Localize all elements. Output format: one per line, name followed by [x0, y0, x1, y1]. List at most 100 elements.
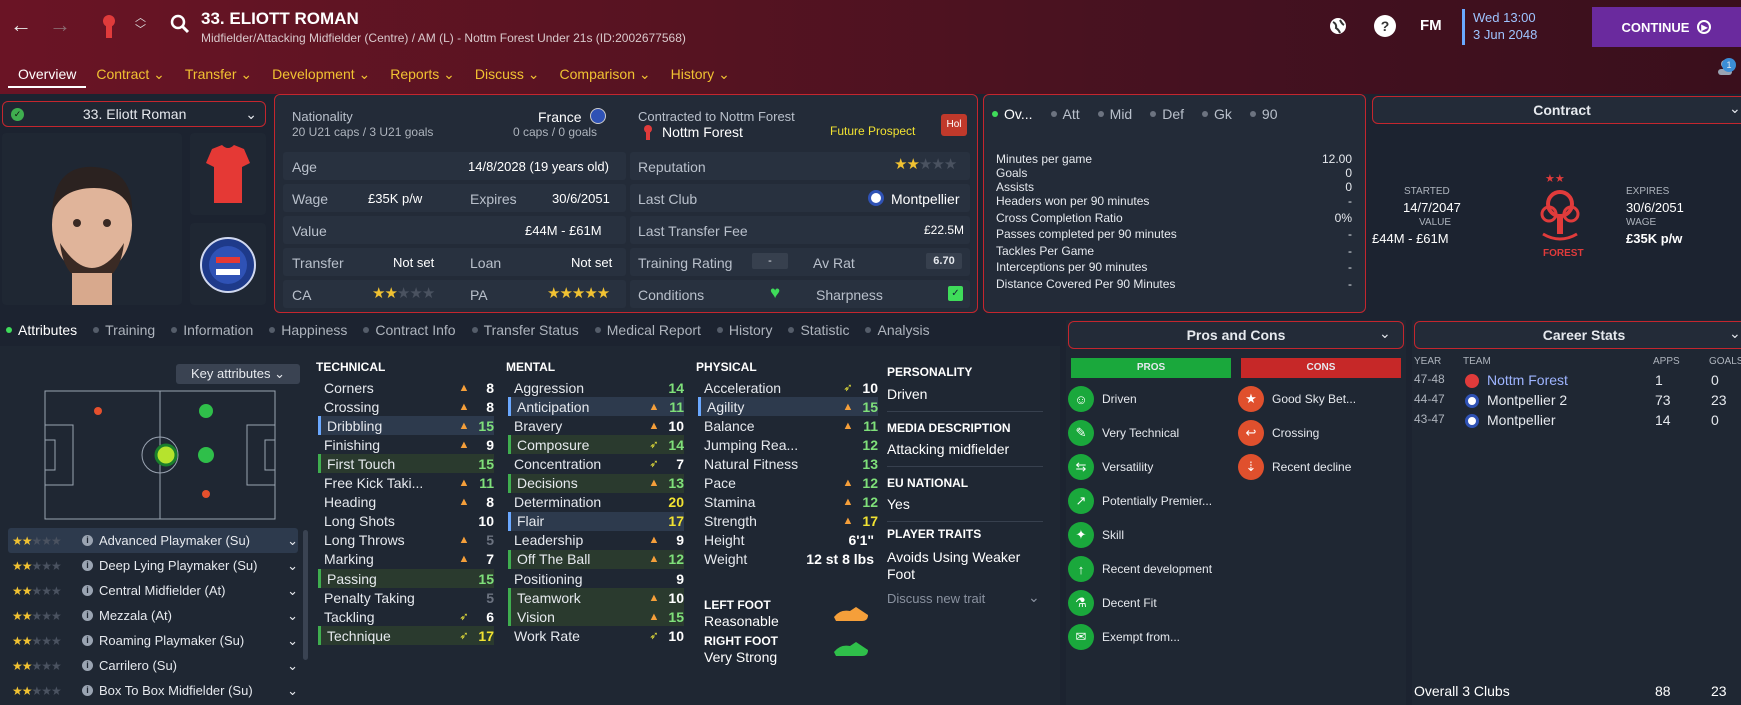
- info-icon[interactable]: i: [82, 585, 93, 596]
- attribute-row[interactable]: Finishing ▲ 9: [318, 435, 494, 454]
- pro-item[interactable]: ↗ Potentially Premier...: [1068, 484, 1228, 518]
- tab-1[interactable]: Contract ⌄: [96, 66, 165, 82]
- chevron-down-icon[interactable]: ⌄: [287, 657, 298, 673]
- attribute-row[interactable]: Dribbling ▲ 15: [318, 416, 494, 436]
- attribute-row[interactable]: Long Throws ▲ 5: [318, 531, 494, 550]
- forward-arrow-icon[interactable]: →: [49, 12, 71, 37]
- attribute-row[interactable]: Leadership ▲ 9: [508, 531, 684, 550]
- stats-tab-2[interactable]: Mid: [1097, 106, 1132, 122]
- attribute-row[interactable]: Flair 17: [508, 511, 684, 531]
- career-team[interactable]: Nottm Forest: [1487, 372, 1568, 388]
- info-icon[interactable]: i: [82, 635, 93, 646]
- position-pitch[interactable]: [44, 390, 276, 520]
- chevron-down-icon[interactable]: ⌄: [287, 682, 298, 698]
- proscons-header[interactable]: Pros and Cons: [1068, 321, 1404, 349]
- attribute-row[interactable]: Teamwork ▲ 10: [508, 588, 684, 608]
- attribute-row[interactable]: Agility ▲ 15: [698, 397, 878, 417]
- chevron-down-icon[interactable]: ⌄: [287, 532, 298, 548]
- pro-item[interactable]: ✦ Skill: [1068, 518, 1228, 552]
- contract-header[interactable]: Contract: [1372, 96, 1741, 124]
- attribute-row[interactable]: Heading ▲ 8: [318, 493, 494, 512]
- attribute-row[interactable]: Off The Ball ▲ 12: [508, 549, 684, 569]
- pro-item[interactable]: ✎ Very Technical: [1068, 416, 1228, 450]
- role-row[interactable]: ★★★★★ i Central Midfielder (At) ⌄: [8, 578, 298, 603]
- attribute-row[interactable]: Natural Fitness 13: [698, 454, 878, 473]
- tab-2[interactable]: Transfer ⌄: [184, 66, 253, 82]
- france-badge-icon[interactable]: [190, 223, 266, 305]
- search-icon[interactable]: [170, 14, 190, 37]
- pro-item[interactable]: ↑ Recent development: [1068, 552, 1228, 586]
- attribute-row[interactable]: Strength ▲ 17: [698, 512, 878, 531]
- pro-item[interactable]: ⇆ Versatility: [1068, 450, 1228, 484]
- role-row[interactable]: ★★★★★ i Advanced Playmaker (Su) ⌄: [8, 528, 298, 553]
- stats-tab-1[interactable]: Att: [1050, 106, 1080, 122]
- attribute-row[interactable]: Anticipation ▲ 11: [508, 397, 684, 417]
- subtab-2[interactable]: Information: [165, 322, 263, 338]
- tab-0[interactable]: Overview: [8, 66, 87, 88]
- chevron-down-icon[interactable]: ⌄: [287, 582, 298, 598]
- nationality-value[interactable]: France: [538, 109, 582, 125]
- attribute-row[interactable]: Composure ➶ 14: [508, 435, 684, 455]
- info-icon[interactable]: i: [82, 610, 93, 621]
- game-date[interactable]: Wed 13:00 3 Jun 2048: [1462, 9, 1537, 45]
- con-item[interactable]: ★ Good Sky Bet...: [1238, 382, 1398, 416]
- attribute-row[interactable]: Marking ▲ 7: [318, 550, 494, 569]
- chevron-down-icon[interactable]: ⌄: [1028, 589, 1040, 605]
- continue-button[interactable]: CONTINUE ▶: [1592, 7, 1741, 47]
- info-icon[interactable]: i: [82, 685, 93, 696]
- attribute-row[interactable]: Acceleration ➶ 10: [698, 378, 878, 397]
- attribute-row[interactable]: Vision ▲ 15: [508, 607, 684, 627]
- chevron-down-icon[interactable]: ⌄: [287, 557, 298, 573]
- holiday-badge[interactable]: Hol: [941, 114, 967, 136]
- attribute-row[interactable]: Decisions ▲ 13: [508, 473, 684, 493]
- role-row[interactable]: ★★★★★ i Box To Box Midfielder (Su) ⌄: [8, 678, 298, 703]
- attribute-row[interactable]: Stamina ▲ 12: [698, 493, 878, 512]
- pro-item[interactable]: ✉ Exempt from...: [1068, 620, 1228, 654]
- pro-item[interactable]: ⚗ Decent Fit: [1068, 586, 1228, 620]
- career-row[interactable]: 47-48 Nottm Forest 1 0: [1414, 372, 1741, 392]
- discuss-trait[interactable]: Discuss new trait: [887, 591, 986, 606]
- loan-value[interactable]: Not set: [571, 255, 613, 270]
- attribute-row[interactable]: Concentration ➶ 7: [508, 454, 684, 473]
- role-row[interactable]: ★★★★★ i Carrilero (Su) ⌄: [8, 653, 298, 678]
- trait-item[interactable]: Avoids Using Weaker Foot: [887, 549, 1021, 582]
- attribute-row[interactable]: Jumping Rea... 12: [698, 435, 878, 454]
- chevron-down-icon[interactable]: ⌄: [287, 607, 298, 623]
- attribute-row[interactable]: Weight 12 st 8 lbs: [698, 550, 878, 569]
- subtab-8[interactable]: Statistic: [782, 322, 859, 338]
- lastclub-value[interactable]: Montpellier: [891, 191, 960, 207]
- attribute-row[interactable]: Passing 15: [318, 569, 494, 588]
- attribute-row[interactable]: Free Kick Taki... ▲ 11: [318, 474, 494, 493]
- tab-6[interactable]: Comparison ⌄: [559, 66, 651, 82]
- chevron-down-icon[interactable]: ⌄: [287, 632, 298, 648]
- attribute-row[interactable]: Balance ▲ 11: [698, 416, 878, 435]
- subtab-0[interactable]: Attributes: [0, 322, 87, 338]
- attribute-row[interactable]: Tackling ➶ 6: [318, 607, 494, 626]
- pro-item[interactable]: ☺ Driven: [1068, 382, 1228, 416]
- world-icon[interactable]: [1328, 16, 1348, 39]
- career-chevron-icon[interactable]: ⌄: [1729, 325, 1741, 341]
- player-selector[interactable]: ✓ 33. Eliott Roman ⌄: [2, 101, 266, 127]
- roles-scrollbar[interactable]: [303, 530, 308, 660]
- attribute-row[interactable]: Determination 20: [508, 493, 684, 512]
- attribute-row[interactable]: Aggression 14: [508, 378, 684, 397]
- fm-logo[interactable]: FM: [1420, 17, 1442, 34]
- back-arrow-icon[interactable]: ←: [10, 12, 32, 37]
- attribute-row[interactable]: Bravery ▲ 10: [508, 416, 684, 435]
- con-item[interactable]: ⇣ Recent decline: [1238, 450, 1398, 484]
- club-crest-icon[interactable]: [101, 12, 117, 40]
- career-team[interactable]: Montpellier 2: [1487, 392, 1568, 408]
- subtab-9[interactable]: Analysis: [859, 322, 939, 338]
- role-row[interactable]: ★★★★★ i Roaming Playmaker (Su) ⌄: [8, 628, 298, 653]
- tab-4[interactable]: Reports ⌄: [390, 66, 455, 82]
- attribute-row[interactable]: Technique ➶ 17: [318, 626, 494, 646]
- stats-tab-4[interactable]: Gk: [1202, 106, 1232, 122]
- transfer-value[interactable]: Not set: [393, 255, 435, 270]
- club-link[interactable]: Nottm Forest: [662, 124, 743, 140]
- info-icon[interactable]: i: [82, 535, 93, 546]
- attribute-row[interactable]: Corners ▲ 8: [318, 378, 494, 397]
- attribute-row[interactable]: Crossing ▲ 8: [318, 397, 494, 416]
- career-row[interactable]: 44-47 Montpellier 2 73 23: [1414, 392, 1741, 412]
- subtab-5[interactable]: Transfer Status: [466, 322, 589, 338]
- help-icon[interactable]: ?: [1374, 15, 1396, 37]
